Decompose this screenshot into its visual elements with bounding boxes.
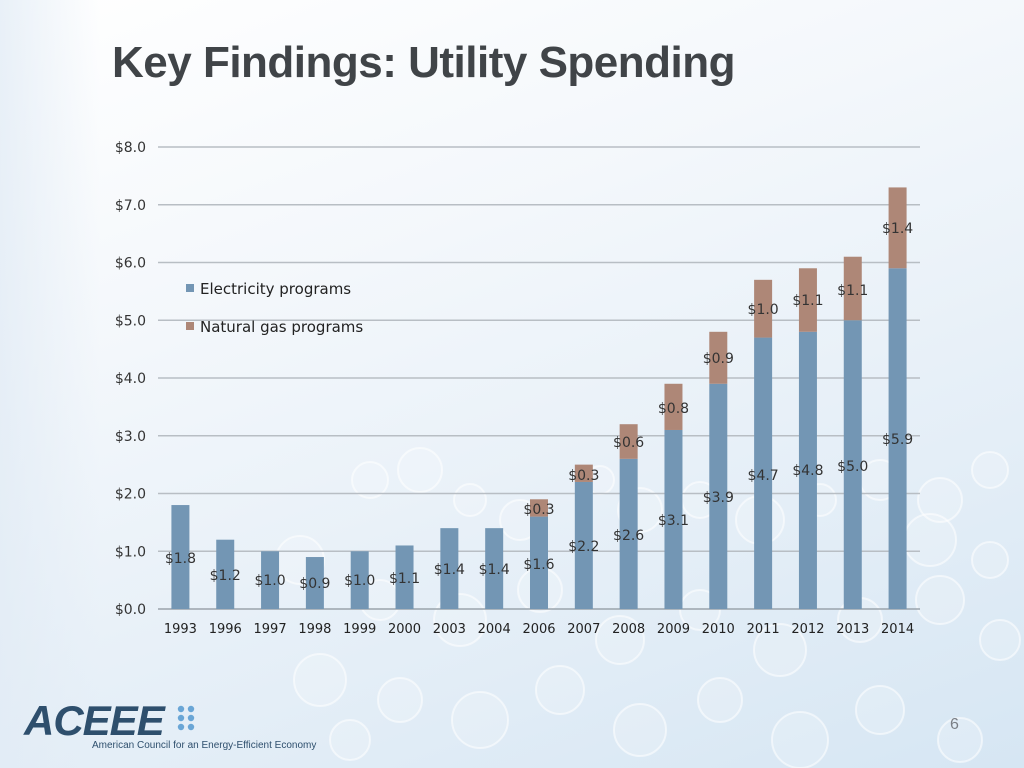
data-label-electricity: $4.8	[792, 463, 823, 479]
data-label-electricity: $1.0	[344, 573, 375, 589]
bar-natural-gas	[664, 383, 683, 430]
x-tick-label: 1996	[209, 622, 242, 637]
bar-electricity	[709, 383, 728, 609]
y-tick-label: $5.0	[115, 313, 146, 329]
data-label-electricity: $4.7	[748, 468, 779, 484]
x-tick-label: 2008	[612, 622, 645, 637]
bar-natural-gas	[574, 464, 593, 482]
bar-natural-gas	[754, 279, 773, 338]
x-tick-label: 2011	[747, 622, 780, 637]
legend-label: Natural gas programs	[200, 318, 363, 336]
bar-electricity	[619, 458, 638, 609]
bar-electricity	[888, 268, 907, 609]
x-tick-label: 2012	[791, 622, 824, 637]
data-label-natural-gas: $0.3	[568, 468, 599, 484]
y-tick-label: $8.0	[115, 140, 146, 156]
x-tick-label: 1998	[298, 622, 331, 637]
data-label-natural-gas: $1.1	[792, 293, 823, 309]
data-label-electricity: $5.0	[837, 459, 868, 475]
bar-natural-gas	[619, 424, 638, 459]
bar-electricity	[798, 331, 817, 609]
decorative-side-band	[0, 0, 100, 768]
bar-natural-gas	[530, 499, 548, 517]
y-tick-label: $2.0	[115, 487, 146, 503]
slide-title: Key Findings: Utility Spending	[112, 38, 736, 87]
data-label-electricity: $2.2	[568, 539, 599, 555]
y-tick-label: $7.0	[115, 198, 146, 214]
data-label-electricity: $3.1	[658, 513, 689, 529]
data-label-electricity: $1.6	[523, 557, 554, 573]
x-tick-label: 2000	[388, 622, 421, 637]
bar-electricity	[754, 337, 773, 609]
data-label-electricity: $1.8	[165, 551, 196, 567]
bar-electricity	[395, 545, 414, 609]
y-tick-label: $0.0	[115, 602, 146, 618]
x-tick-label: 2010	[702, 622, 735, 637]
logo-tagline: American Council for an Energy-Efficient…	[92, 740, 317, 751]
data-label-electricity: $5.9	[882, 432, 913, 448]
x-axis-ticks: 1993 1996 1997 1998 1999 2000 2003 2004 2006 2007…	[164, 622, 914, 637]
y-tick-label: $1.0	[115, 544, 146, 560]
bar-electricity	[305, 557, 324, 609]
bar-natural-gas	[709, 331, 728, 384]
data-label-electricity: $2.6	[613, 528, 644, 544]
bar-electricity	[350, 551, 369, 609]
x-tick-label: 2014	[881, 622, 914, 637]
aceee-logo: ACEEE American Council for an Energy-Eff…	[24, 697, 316, 756]
legend: Electricity programs Natural gas programs	[186, 280, 363, 336]
x-tick-label: 2013	[836, 622, 869, 637]
x-tick-label: 2007	[567, 622, 600, 637]
logo-wordmark: ACEEE	[24, 697, 165, 744]
data-label-natural-gas: $0.3	[523, 502, 554, 518]
data-label-electricity: $1.0	[254, 573, 285, 589]
data-label-natural-gas: $1.0	[748, 302, 779, 318]
y-tick-label: $6.0	[115, 256, 146, 272]
data-label-electricity: $1.4	[479, 562, 510, 578]
data-label-natural-gas: $1.4	[882, 221, 913, 237]
bar-natural-gas	[843, 256, 862, 321]
bar-electricity	[171, 505, 190, 609]
bar-electricity	[261, 551, 280, 609]
x-tick-label: 2003	[433, 622, 466, 637]
data-label-natural-gas: $0.9	[703, 351, 734, 367]
data-label-electricity: $1.1	[389, 571, 420, 587]
bar-electricity	[530, 516, 548, 609]
data-label-electricity: $1.4	[434, 562, 465, 578]
bar-electricity	[843, 320, 862, 609]
y-axis-ticks: $0.0 $1.0 $2.0 $3.0 $4.0 $5.0 $6.0 $7.0 $8.0	[115, 140, 146, 618]
bar-electricity	[485, 528, 504, 609]
data-label-natural-gas: $0.8	[658, 401, 689, 417]
bar-natural-gas	[798, 268, 817, 332]
x-tick-label: 1997	[254, 622, 287, 637]
x-tick-label: 1993	[164, 622, 197, 637]
logo-dots-icon	[177, 705, 195, 731]
data-label-natural-gas: $0.6	[613, 435, 644, 451]
data-label-electricity: $0.9	[299, 576, 330, 592]
x-tick-label: 2009	[657, 622, 690, 637]
legend-label: Electricity programs	[200, 280, 351, 298]
page-number: 6	[950, 716, 959, 733]
bars	[171, 187, 907, 609]
data-label-electricity: $3.9	[703, 490, 734, 506]
y-tick-label: $3.0	[115, 429, 146, 445]
bar-electricity	[440, 528, 459, 609]
data-label-electricity: $1.2	[210, 568, 241, 584]
bar-electricity	[216, 539, 235, 609]
bar-electricity	[664, 429, 683, 609]
data-label-natural-gas: $1.1	[837, 283, 868, 299]
bar-natural-gas	[888, 187, 907, 269]
y-tick-label: $4.0	[115, 371, 146, 387]
data-labels: $1.8 $1.2 $1.0 $0.9 $1.0 $1.1 $1.4 $1.4 $1.6 $0.3…	[165, 221, 913, 592]
bar-electricity	[574, 481, 593, 609]
x-tick-label: 1999	[343, 622, 376, 637]
legend-swatch	[186, 322, 194, 330]
x-tick-label: 2006	[522, 622, 555, 637]
x-tick-label: 2004	[478, 622, 511, 637]
legend-swatch	[186, 284, 194, 292]
